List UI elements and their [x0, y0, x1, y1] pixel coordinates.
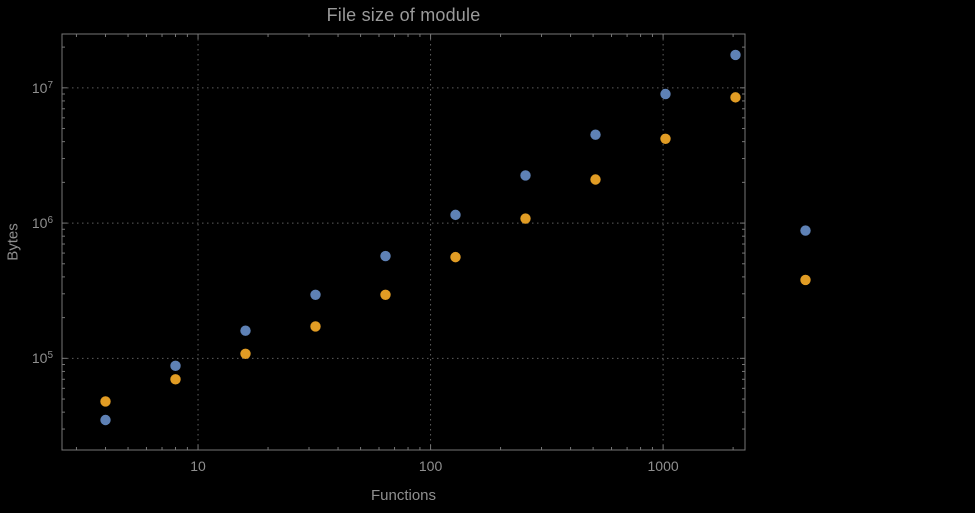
data-point-blue-series [520, 170, 531, 181]
data-point-orange-series [660, 133, 671, 144]
chart-title: File size of module [326, 5, 481, 25]
data-point-blue-series [240, 325, 251, 336]
y-tick-label: 105 [31, 350, 53, 367]
x-tick-label: 10 [190, 458, 206, 474]
data-point-orange-series [520, 213, 531, 224]
y-tick-label: 106 [31, 215, 53, 232]
data-point-orange-series [170, 374, 181, 385]
x-tick-label: 1000 [647, 458, 679, 474]
data-point-orange-series [450, 251, 461, 263]
data-point-blue-series [730, 49, 741, 61]
data-point-blue-series [310, 289, 321, 300]
x-tick-label: 100 [418, 458, 443, 474]
data-point-orange-series [240, 348, 251, 360]
data-point-blue-series [590, 129, 601, 140]
data-point-orange-series [310, 321, 321, 332]
data-point-orange-series [730, 92, 741, 103]
data-point-blue-series [800, 225, 811, 236]
data-point-orange-series [380, 289, 391, 300]
data-point-blue-series [380, 250, 391, 262]
data-point-blue-series [100, 414, 111, 426]
data-point-blue-series [450, 209, 461, 221]
data-point-orange-series [100, 396, 111, 407]
data-point-orange-series [590, 174, 601, 185]
plot-frame [61, 33, 746, 451]
data-point-orange-series [800, 274, 811, 286]
y-axis-label: Bytes [4, 223, 22, 261]
data-point-blue-series [170, 360, 181, 372]
y-tick-label: 107 [31, 79, 53, 96]
data-point-blue-series [660, 88, 671, 100]
x-axis-label: Functions [370, 487, 437, 504]
